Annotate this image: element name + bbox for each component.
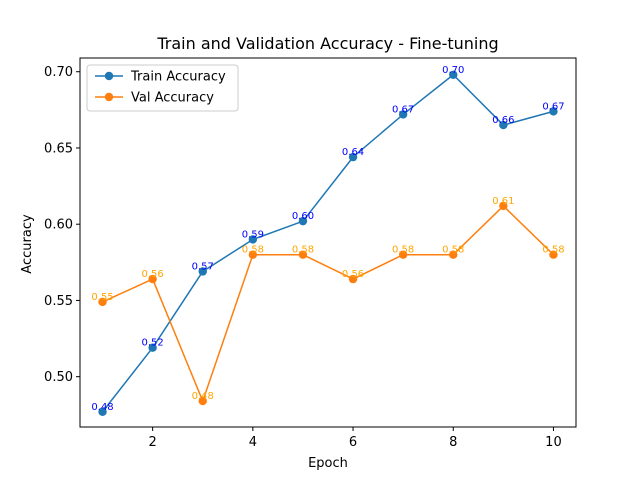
data-label: 0.48	[91, 402, 113, 413]
data-label: 0.64	[342, 147, 364, 158]
data-label: 0.59	[242, 229, 264, 240]
data-label: 0.67	[542, 101, 564, 112]
data-point	[248, 250, 258, 259]
x-tick-label: 4	[249, 435, 257, 450]
y-tick-label: 0.60	[44, 218, 73, 233]
data-label: 0.66	[492, 115, 514, 126]
legend: Train Accuracy Val Accuracy	[86, 64, 239, 112]
legend-marker	[104, 92, 114, 102]
data-point	[98, 407, 107, 416]
legend-entry: Train Accuracy	[95, 70, 226, 85]
y-tick-label: 0.50	[44, 370, 73, 385]
x-tick-label: 8	[449, 435, 457, 450]
data-point	[499, 120, 508, 130]
chart-title: Train and Validation Accuracy - Fine-tun…	[156, 34, 498, 53]
data-point	[449, 70, 458, 79]
data-label: 0.70	[442, 65, 464, 76]
data-point	[148, 343, 157, 352]
data-point	[449, 250, 458, 259]
x-tick-label: 10	[545, 435, 562, 450]
data-label: 0.56	[142, 269, 164, 280]
y-tick-label: 0.65	[44, 141, 73, 156]
x-tick-label: 6	[349, 435, 357, 450]
plot-area: 2 4 6 8 100.500.550.600.650.700.480.520.570.…	[44, 57, 577, 450]
data-label: 0.58	[392, 245, 414, 256]
data-point	[348, 152, 358, 162]
data-label: 0.58	[442, 245, 464, 256]
data-label: 0.58	[242, 245, 264, 256]
legend-marker	[104, 71, 114, 81]
data-label: 0.48	[192, 391, 214, 402]
data-label: 0.57	[192, 261, 214, 272]
data-label: 0.67	[392, 104, 414, 115]
legend-label: Train Accuracy	[130, 70, 226, 85]
legend-box	[86, 64, 239, 112]
data-label: 0.61	[492, 196, 514, 207]
data-label: 0.58	[292, 245, 314, 256]
legend-label: Val Accuracy	[131, 91, 214, 106]
x-axis-label: Epoch	[308, 456, 348, 471]
data-point	[298, 250, 308, 259]
data-point	[499, 201, 508, 211]
data-point	[298, 216, 308, 226]
data-label: 0.55	[91, 292, 113, 303]
data-point	[549, 107, 558, 116]
series-line	[101, 74, 554, 413]
data-point	[398, 250, 408, 259]
axes-frame	[79, 57, 577, 428]
data-label: 0.58	[542, 245, 564, 256]
series-train-accuracy: 0.48 0.52 0.57 0.59 0.60 0.64 0.67 0.70 0.66 0.67	[91, 65, 565, 416]
data-label: 0.52	[142, 338, 164, 349]
data-point	[198, 267, 207, 276]
data-point	[98, 297, 107, 307]
data-point	[348, 274, 358, 284]
x-tick-label: 2	[149, 435, 157, 450]
data-label: 0.56	[342, 269, 364, 280]
y-tick-label: 0.55	[44, 294, 73, 309]
data-label: 0.60	[292, 211, 314, 222]
data-point	[198, 396, 207, 406]
data-point	[148, 274, 157, 284]
y-axis-label: Accuracy	[20, 214, 35, 274]
series-val-accuracy: 0.55 0.56 0.48 0.58 0.58 0.56 0.58 0.58 0.61 0.58	[91, 196, 565, 406]
data-point	[549, 250, 558, 259]
data-point	[398, 110, 408, 119]
legend-entry: Val Accuracy	[95, 91, 214, 106]
y-tick-label: 0.70	[44, 65, 73, 80]
data-point	[248, 235, 258, 244]
series-line	[102, 205, 554, 402]
